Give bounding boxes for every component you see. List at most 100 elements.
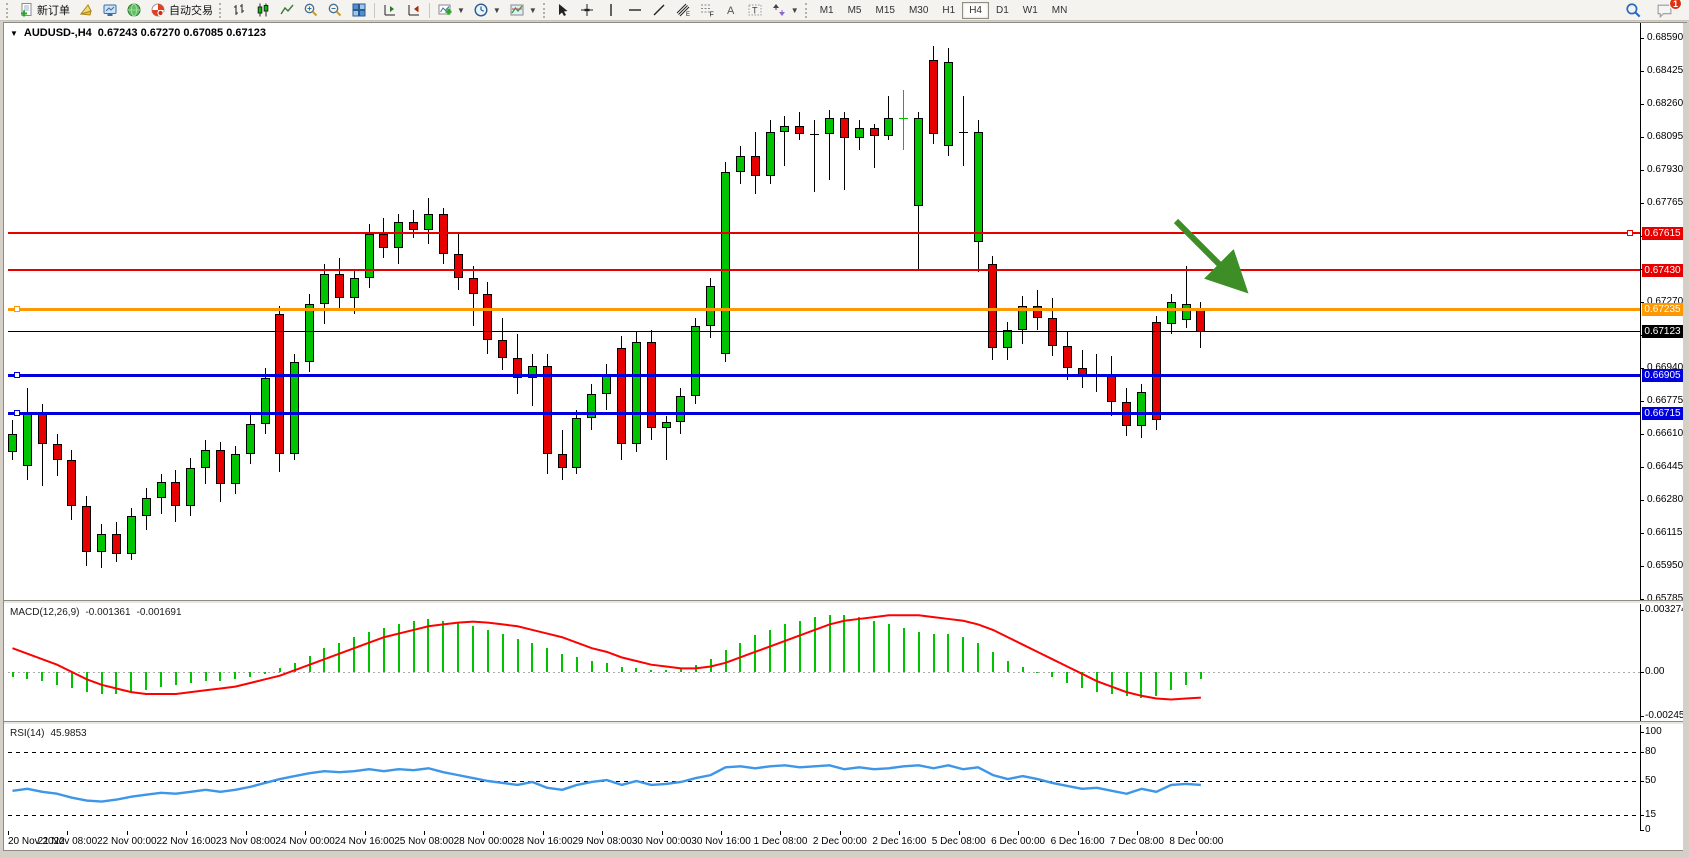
cursor-icon [555, 2, 571, 18]
candle-bullish [706, 286, 716, 326]
timeframe-m5[interactable]: M5 [847, 4, 862, 16]
macd-histogram-bar [219, 672, 222, 682]
auto-scroll-button[interactable] [402, 1, 426, 19]
macd-histogram-bar [1140, 672, 1143, 698]
periods-button[interactable]: ▼ [469, 1, 505, 19]
resistance-line-1[interactable] [8, 232, 1640, 234]
notifications-button[interactable]: 1 [1652, 0, 1682, 19]
profiles-button[interactable] [74, 1, 98, 19]
timeframe-m15[interactable]: M15 [875, 4, 895, 16]
tile-windows-button[interactable] [347, 1, 371, 19]
horizontal-line-tool-button[interactable] [623, 1, 647, 19]
toolbar-separator [429, 2, 430, 18]
rsi-axis-label: 50 [1645, 775, 1657, 786]
macd-histogram-bar [41, 672, 44, 682]
macd-histogram-bar [516, 639, 519, 672]
time-tick-mark [1196, 831, 1198, 835]
candle-bearish [111, 534, 121, 554]
macd-histogram-bar [457, 622, 460, 672]
indicators-button[interactable]: ▼ [433, 1, 469, 19]
rsi-level-50 [8, 781, 1640, 782]
candle-bullish [1181, 304, 1191, 320]
chart-window[interactable] [3, 22, 1687, 851]
window-edge [1683, 23, 1689, 851]
candlestick-chart-icon [255, 2, 271, 18]
navigator-button[interactable] [122, 1, 146, 19]
candle-bullish [201, 450, 211, 468]
current-price-line[interactable] [8, 330, 1640, 332]
timeframe-mn[interactable]: MN [1051, 4, 1068, 16]
time-tick-mark [839, 831, 841, 835]
timeframe-m1[interactable]: M1 [819, 4, 834, 16]
timeframe-d1[interactable]: D1 [996, 4, 1009, 16]
search-icon [1625, 2, 1642, 19]
support-line-1-anchor[interactable] [14, 372, 20, 378]
toolbar: 新订单 自动交易 [0, 0, 1689, 21]
macd-histogram-bar [947, 633, 950, 672]
macd-histogram-bar [100, 672, 103, 694]
cursor-tool-button[interactable] [551, 1, 575, 19]
macd-main-value: -0.001361 [85, 607, 131, 618]
timeframe-w1[interactable]: W1 [1022, 4, 1038, 16]
toolbar-grip[interactable] [542, 2, 547, 18]
time-tick-label: 22 Nov 16:00 [156, 836, 217, 847]
fibonacci-tool-button[interactable]: F [695, 1, 719, 19]
macd-histogram-bar [308, 655, 311, 672]
search-button[interactable] [1621, 1, 1646, 19]
auto-trading-button[interactable]: 自动交易 [146, 1, 217, 19]
chart-shift-button[interactable] [378, 1, 402, 19]
candlestick-chart-button[interactable] [251, 1, 275, 19]
trendline-tool-button[interactable] [647, 1, 671, 19]
auto-trading-icon [150, 2, 166, 18]
pivot-line-orange[interactable] [8, 307, 1640, 311]
candle-bullish [765, 132, 775, 176]
candle-bullish [587, 394, 597, 418]
arrows-tool-button[interactable]: ▼ [767, 1, 803, 19]
macd-histogram-bar [1036, 672, 1039, 673]
zoom-out-button[interactable] [323, 1, 347, 19]
support-line-1[interactable] [8, 373, 1640, 377]
rsi-panel-splitter[interactable] [4, 721, 1683, 725]
crosshair-tool-button[interactable] [575, 1, 599, 19]
candle-bullish [349, 278, 359, 298]
macd-histogram-bar [873, 620, 876, 672]
price-tick-label: 0.66775 [1647, 395, 1684, 406]
macd-histogram-bar [665, 670, 668, 672]
timeframe-h4[interactable]: H4 [962, 1, 989, 19]
collapse-triangle-icon[interactable]: ▼ [10, 28, 18, 38]
time-tick-label: 28 Nov 16:00 [513, 836, 573, 847]
toolbar-grip[interactable] [6, 2, 10, 18]
toolbar-grip[interactable] [804, 2, 809, 18]
resistance-line-2[interactable] [8, 269, 1640, 271]
macd-panel-splitter[interactable] [4, 600, 1683, 604]
candle-bearish [498, 340, 508, 358]
vertical-line-tool-button[interactable] [599, 1, 623, 19]
macd-signal-value: -0.001691 [136, 607, 182, 618]
market-watch-button[interactable] [98, 1, 122, 19]
macd-histogram-bar [858, 617, 861, 672]
new-order-button[interactable]: 新订单 [14, 1, 74, 19]
toolbar-grip[interactable] [219, 2, 223, 18]
support-line-2-anchor[interactable] [14, 410, 20, 416]
support-line-1-price-label: 0.66905 [1642, 368, 1683, 382]
zoom-in-button[interactable] [299, 1, 323, 19]
candle-bullish [394, 222, 404, 248]
line-chart-button[interactable] [275, 1, 299, 19]
channel-tool-button[interactable]: E [671, 1, 695, 19]
rsi-value: 45.9853 [50, 728, 87, 739]
text-label-tool-button[interactable]: T [743, 1, 767, 19]
timeframe-m30[interactable]: M30 [908, 4, 929, 16]
bar-chart-button[interactable] [227, 1, 251, 19]
candle-wick [41, 404, 43, 486]
periods-dropdown-caret: ▼ [492, 5, 501, 15]
timeframe-h1[interactable]: H1 [942, 4, 956, 16]
text-tool-button[interactable]: A [719, 1, 743, 19]
macd-histogram-bar [189, 672, 192, 683]
templates-button[interactable]: ▼ [505, 1, 541, 19]
price-tick-mark [1640, 533, 1644, 534]
support-line-2[interactable] [8, 411, 1640, 415]
macd-histogram-bar [1051, 672, 1054, 678]
candle-wick [843, 112, 845, 190]
resistance-line-1-anchor[interactable] [1627, 230, 1633, 236]
pivot-line-orange-anchor[interactable] [14, 306, 20, 312]
